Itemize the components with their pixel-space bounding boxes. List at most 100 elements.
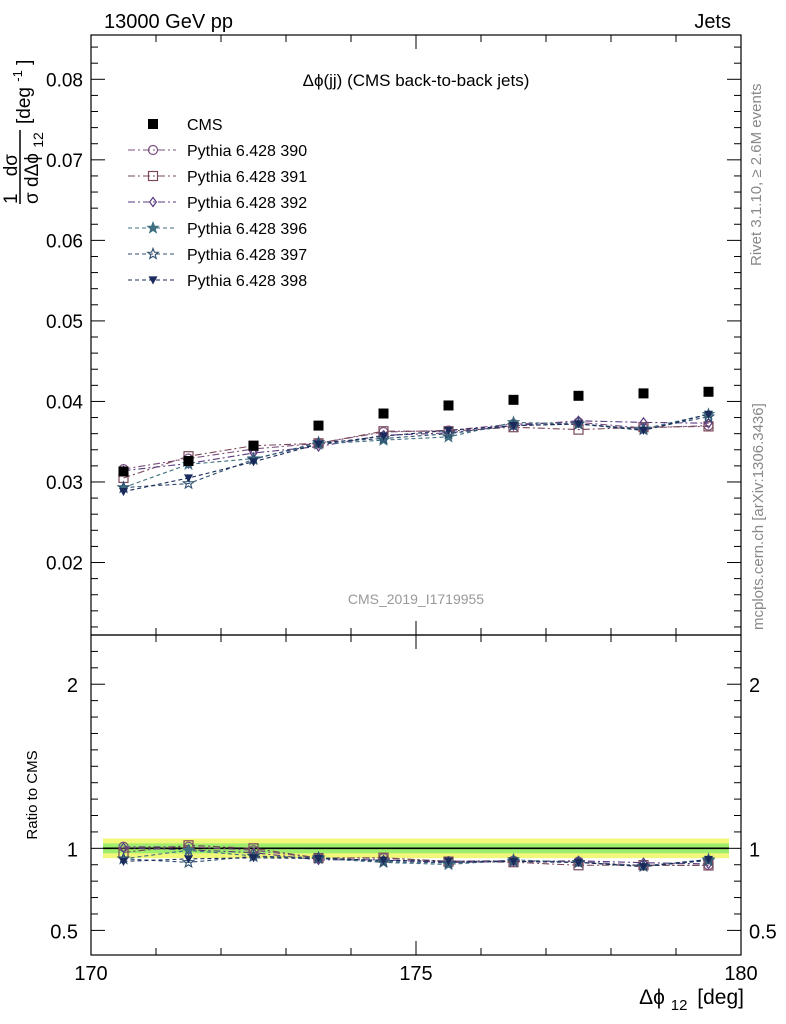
series-point-5 [509,422,518,431]
ratio-tick-label-left: 2 [67,675,78,697]
data-point [573,390,584,401]
ratio-series-point-5 [704,855,713,864]
y-label-unit-close: ] [14,60,35,65]
ratio-y-label: Ratio to CMS [24,750,41,839]
series-point-5 [249,458,258,467]
x-tick-label: 175 [399,963,432,985]
series-line-0 [123,421,709,470]
y-label-den-sigma: σ [22,192,43,204]
ratio-series-point-5 [184,855,193,864]
data-point [183,456,194,467]
data-point [248,440,259,451]
ratio-tick-label-right: 1 [749,839,760,861]
data-point [443,400,454,411]
x-label-symbol: Δϕ [639,986,665,1009]
main-data-points [118,386,714,477]
series-line-4 [123,416,709,489]
ratio-series-point-5 [119,857,128,866]
ratio-tick-label-left: 1 [67,839,78,861]
ratio-series-point-5 [314,854,323,864]
ratio-tick-label-right: 2 [749,675,760,697]
series-point-5 [119,488,128,497]
legend-marker-5 [148,276,158,285]
legend-label-0: Pythia 6.428 390 [187,143,307,160]
series-point-5 [639,426,648,435]
y-label-den-rest: dΔϕ [22,153,43,187]
series-point-4 [376,431,391,445]
ratio-frame [90,634,742,956]
x-tick-label: 180 [724,963,757,985]
legend-label-data: CMS [187,117,223,134]
legend-label-2: Pythia 6.428 392 [187,195,307,212]
legend-marker-4 [146,246,160,260]
main-ticks: 0.02 0.03 0.04 0.05 0.06 0.07 0.08 [46,35,742,635]
series-point-4 [701,409,716,423]
data-point [313,420,324,431]
svg-text:σ dΔϕ 12: σ dΔϕ 12 [22,132,46,204]
legend-marker-1 [147,170,159,182]
y-label-unit-sup: -1 [10,70,25,82]
data-point [703,386,714,397]
legend-label-5: Pythia 6.428 398 [187,273,307,290]
legend-label-4: Pythia 6.428 397 [187,247,307,264]
ratio-series-point-5 [509,857,518,866]
series-point-2 [704,417,713,429]
header-right: Jets [694,11,731,33]
series-point-5 [704,410,713,419]
legend-marker-0 [147,144,159,156]
y-tick-label: 0.02 [46,554,83,575]
series-point-4 [181,476,196,490]
y-tick-label: 0.03 [46,473,83,494]
mcplots-label: mcplots.cern.ch [arXiv:1306.3436] [750,403,767,630]
series-line-2 [123,420,709,472]
data-point [508,394,519,405]
chart-title: Δϕ(jj) (CMS back-to-back jets) [303,71,530,90]
y-axis-label: 1 dσ σ dΔϕ 12 [deg -1 ] [1,60,46,204]
legend: CMS Pythia 6.428 390 Pythia 6.428 391 Pythi… [128,117,307,290]
series-line-1 [123,425,709,479]
ratio-series-lines [123,844,709,868]
ratio-series-point-5 [639,863,648,872]
y-tick-label: 0.06 [46,231,83,252]
series-line-3 [123,413,709,489]
y-tick-label: 0.08 [46,70,83,91]
ratio-panel: 0.5 0.5 1 1 2 2 170 175 180 Ratio to CMS [24,634,777,985]
y-label-den-sub: 12 [30,132,46,148]
main-series-lines [123,413,709,493]
ratio-series-point-5 [444,857,453,866]
series-point-5 [444,426,453,435]
legend-marker-3 [146,220,160,234]
x-label-unit: [deg] [697,986,744,1009]
y-label-prefix: 1 [1,193,22,204]
ratio-series-point-0 [118,841,129,852]
series-point-1 [703,421,714,432]
header-left: 13000 GeV pp [104,11,233,33]
ratio-series-line-3 [123,849,709,867]
y-label-unit: [deg [14,87,35,124]
ratio-series-markers [116,840,716,873]
ratio-series-point-3 [181,843,196,857]
svg-text:[deg -1 ]: [deg -1 ] [6,60,35,124]
y-tick-label: 0.05 [46,312,83,333]
main-panel: 0.02 0.03 0.04 0.05 0.06 0.07 0.08 Δϕ(jj) (CMS… [46,34,742,636]
ratio-ticks: 0.5 0.5 1 1 2 2 170 175 180 [50,635,777,985]
rivet-label: Rivet 3.1.10, ≥ 2.6M events [748,84,765,267]
legend-label-3: Pythia 6.428 396 [187,221,307,238]
ratio-series-point-5 [574,858,583,867]
data-point [118,466,129,477]
ratio-tick-label-right: 0.5 [749,921,777,943]
main-series-markers [116,407,716,497]
ratio-series-point-4 [181,855,196,869]
series-point-5 [314,440,323,449]
y-tick-label: 0.07 [46,151,83,172]
legend-marker-data [148,119,158,129]
svg-text:Δϕ 12 [deg]: Δϕ 12 [deg] [639,986,744,1015]
series-point-5 [574,420,583,429]
watermark-label: CMS_2019_I1719955 [348,591,484,607]
series-line-5 [123,413,709,493]
series-point-5 [184,474,193,483]
series-point-5 [379,432,388,441]
ratio-tick-label-left: 0.5 [50,921,78,943]
ratio-band [103,838,729,859]
